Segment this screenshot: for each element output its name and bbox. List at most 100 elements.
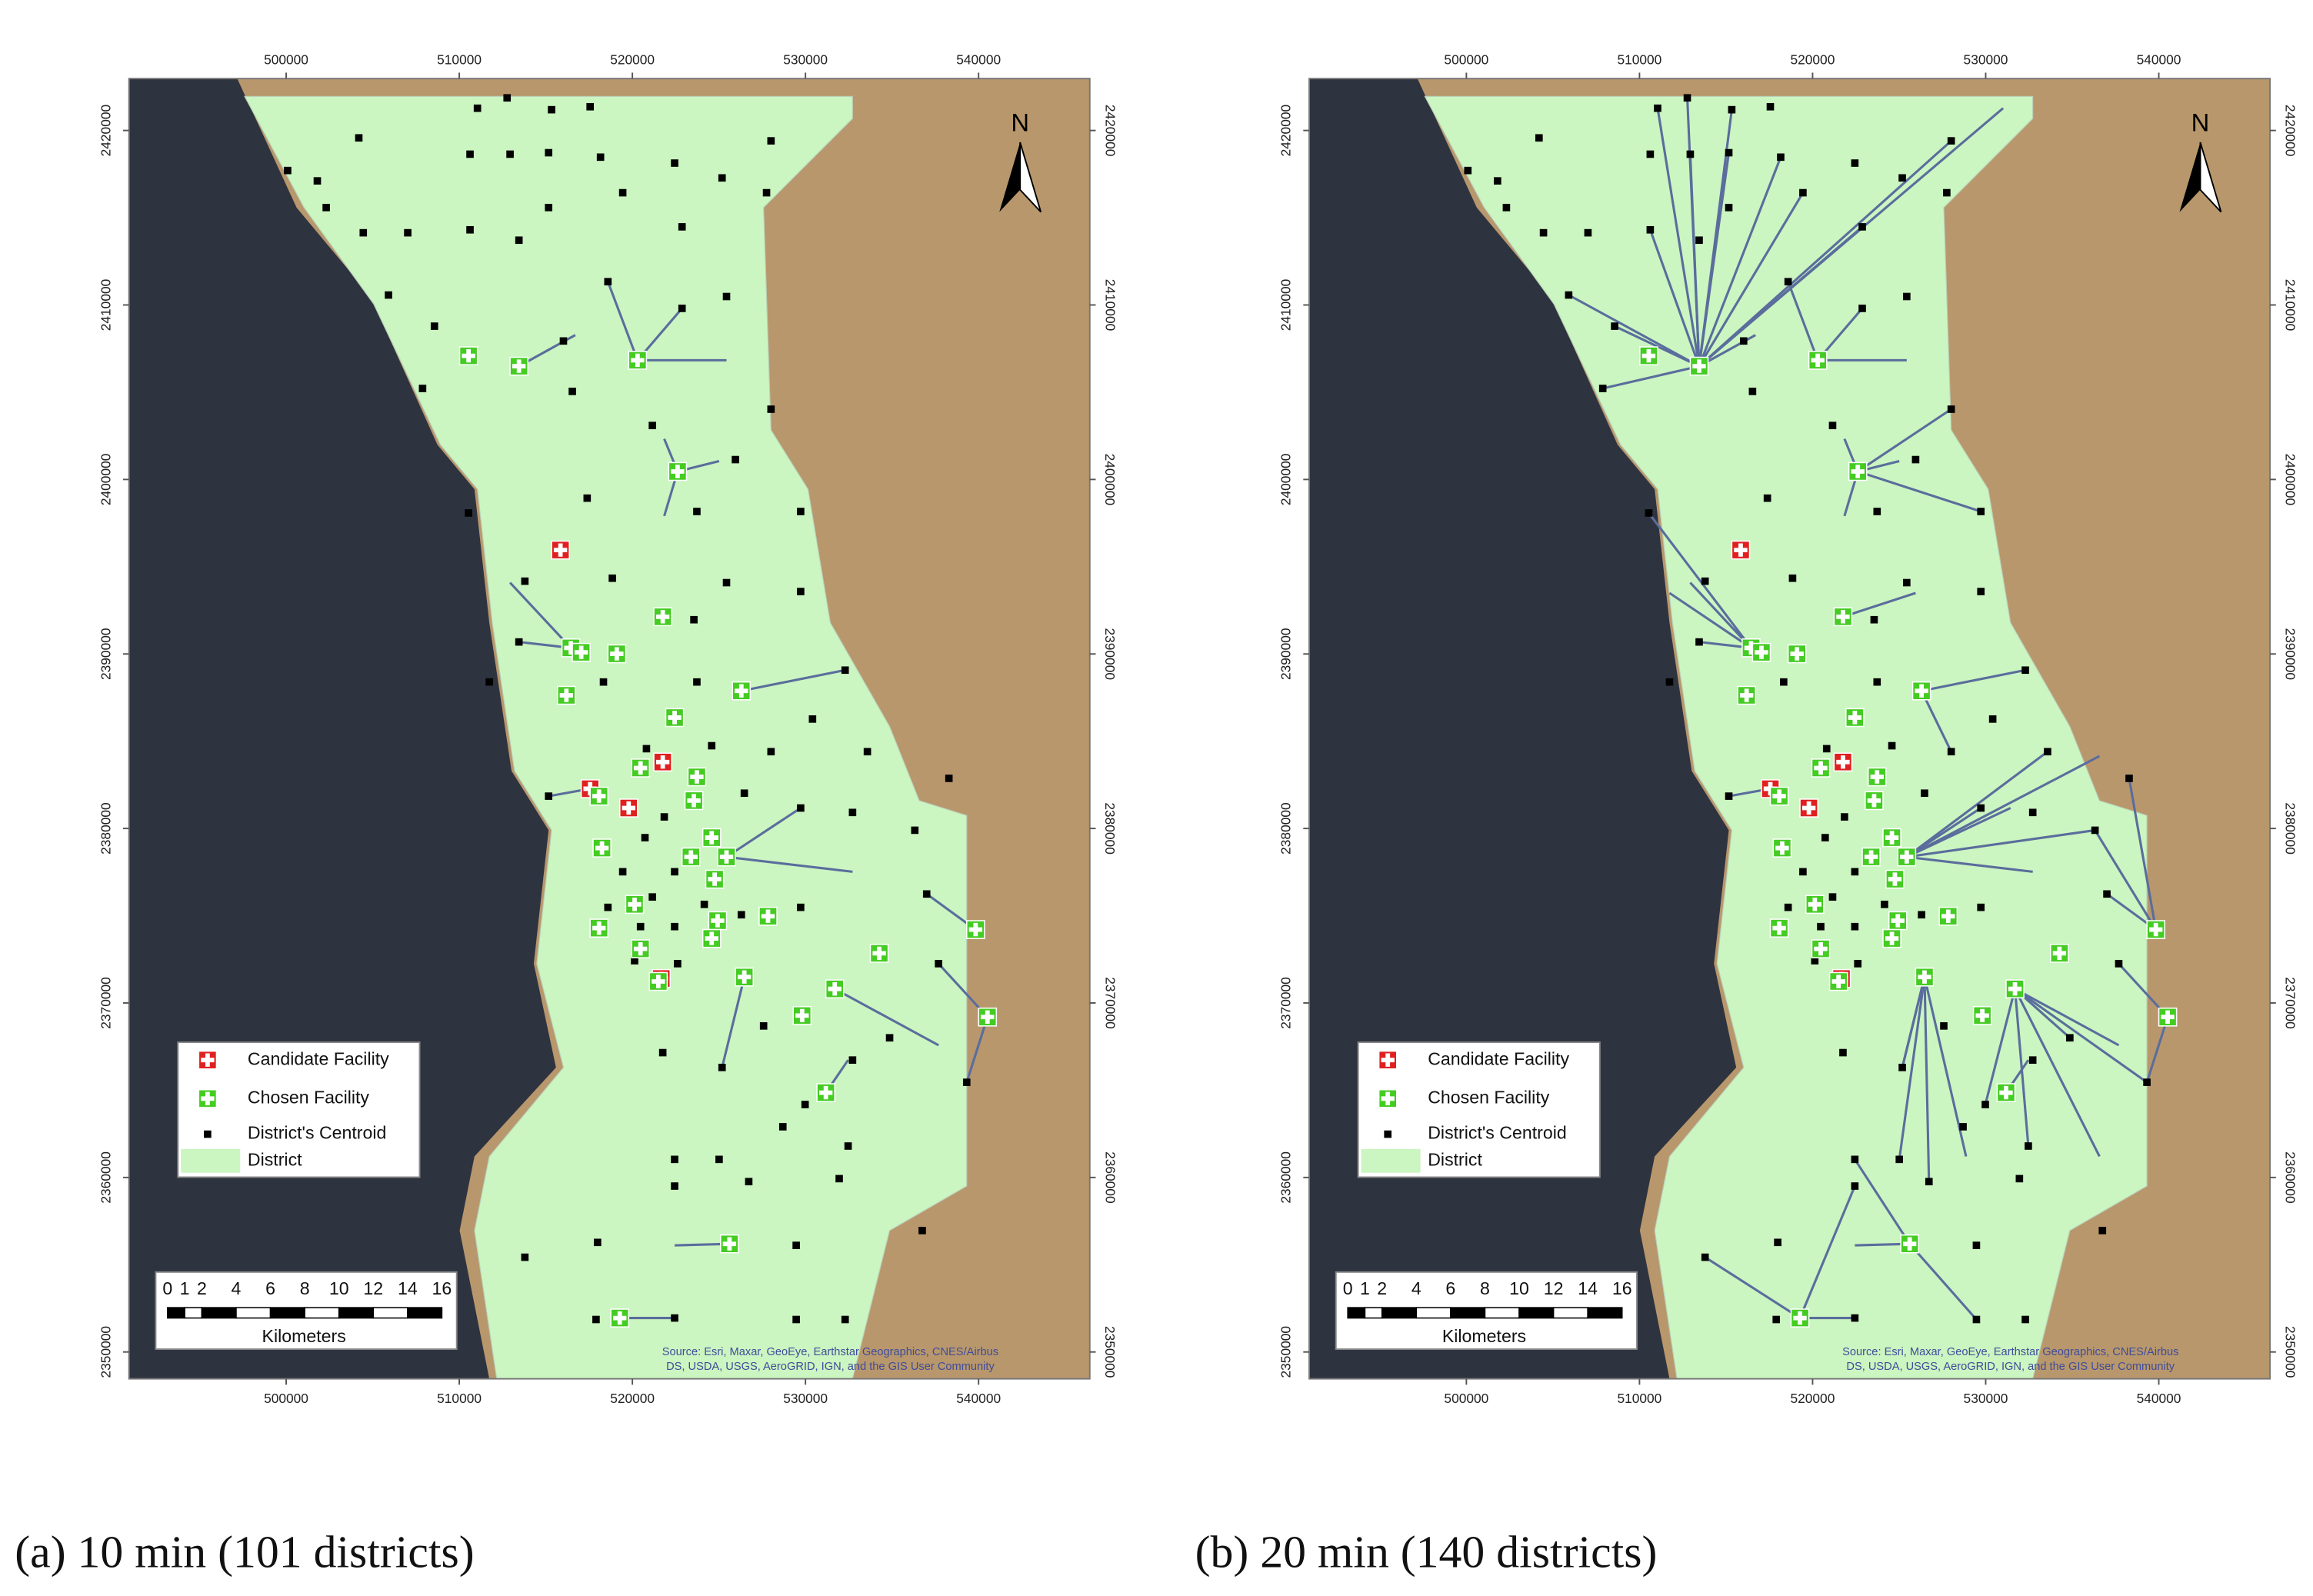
scale-label: 16	[432, 1278, 452, 1298]
scale-segment	[1381, 1307, 1418, 1319]
chosen-facility-cross	[628, 898, 642, 911]
centroid	[1921, 789, 1928, 798]
service-line	[1656, 108, 1701, 367]
scale-segment	[304, 1307, 340, 1319]
x-tick-label: 540000	[2137, 1391, 2181, 1406]
service-line	[2014, 988, 2120, 1047]
centroid	[962, 1078, 971, 1086]
centroid	[545, 148, 553, 157]
chosen-facility-cross	[1888, 872, 1902, 886]
centroid	[1851, 159, 1859, 167]
centroid	[1598, 385, 1607, 392]
y-tick-label: 2390000	[2283, 628, 2298, 680]
chosen-facility-cross	[1808, 898, 1822, 911]
scale-segment	[184, 1307, 203, 1319]
chosen-facility-cross	[1811, 353, 1825, 368]
centroid	[1940, 1022, 1948, 1030]
centroid	[583, 494, 592, 502]
centroid	[1646, 225, 1655, 234]
x-tick-label: 520000	[1791, 52, 1835, 68]
centroid	[835, 1175, 843, 1183]
centroid	[1977, 508, 1985, 515]
service-line	[965, 1016, 989, 1083]
chosen-facility-cross	[1772, 921, 1786, 935]
centroid	[918, 1227, 926, 1234]
scale-segment	[1364, 1307, 1383, 1319]
centroid	[1841, 813, 1848, 821]
centroid	[586, 102, 594, 111]
centroid	[593, 1238, 602, 1247]
centroid	[759, 1022, 768, 1030]
legend-chosen-symbol-cross	[201, 1091, 215, 1105]
centroid	[545, 204, 553, 212]
service-line	[1688, 154, 1701, 367]
centroid	[767, 748, 775, 756]
scale-label: 1	[180, 1278, 190, 1298]
scale-segment	[1347, 1307, 1366, 1319]
chosen-facility-cross	[1867, 794, 1881, 808]
centroid	[1858, 223, 1866, 231]
scale-label: 0	[162, 1278, 172, 1298]
chosen-facility-cross	[1975, 1008, 1989, 1023]
centroid	[1725, 204, 1733, 212]
service-line	[1923, 977, 1931, 1182]
x-tick-label: 540000	[956, 1391, 1001, 1406]
chosen-facility-cross	[684, 850, 698, 864]
centroid	[515, 638, 523, 646]
centroid	[559, 337, 568, 345]
chosen-facility-cross	[2008, 981, 2022, 996]
centroid	[1748, 388, 1757, 395]
service-line	[721, 976, 746, 1068]
service-line	[1698, 152, 1731, 367]
centroid	[1784, 278, 1792, 286]
legend-district-symbol	[181, 1148, 241, 1173]
centroid	[1943, 188, 1951, 197]
y-tick-label: 2390000	[1278, 628, 1294, 680]
scale-segment	[1518, 1307, 1555, 1319]
service-line	[1901, 976, 1926, 1068]
centroid	[1695, 236, 1703, 245]
scale-label: 0	[1343, 1278, 1353, 1298]
centroid	[1780, 678, 1788, 686]
centroid	[1701, 577, 1709, 585]
centroid	[1981, 1101, 1989, 1108]
service-line	[726, 855, 853, 873]
x-tick-label: 500000	[264, 1391, 308, 1406]
chosen-facility-cross	[592, 789, 606, 803]
chosen-facility-cross	[1851, 465, 1865, 478]
legend-label: District's Centroid	[248, 1123, 386, 1143]
scale-label: 16	[1612, 1278, 1632, 1298]
scale-label: 12	[1544, 1278, 1564, 1298]
centroid	[1774, 1238, 1781, 1247]
chosen-facility-cross	[708, 872, 722, 886]
chosen-facility-cross	[1755, 645, 1768, 659]
centroid	[466, 225, 474, 234]
centroid	[1654, 104, 1661, 112]
centroid	[1854, 960, 1862, 968]
centroid	[797, 508, 805, 515]
centroid	[671, 1314, 678, 1322]
service-line	[1842, 591, 1916, 618]
y-tick-label: 2350000	[1278, 1326, 1294, 1378]
scale-segment	[1450, 1307, 1486, 1319]
centroid	[1959, 1123, 1967, 1131]
service-line	[1698, 139, 1952, 368]
y-tick-label: 2360000	[1278, 1151, 1294, 1203]
y-tick-label: 2360000	[1102, 1151, 1118, 1203]
centroid	[658, 1048, 667, 1057]
centroid	[418, 385, 427, 392]
centroid	[568, 388, 576, 395]
legend-candidate-symbol-cross	[1381, 1053, 1395, 1067]
source-credit: Source: Esri, Maxar, GeoEye, Earthstar G…	[662, 1346, 998, 1358]
legend-label: District	[1428, 1149, 1482, 1169]
service-line	[1923, 976, 1968, 1157]
centroid	[1918, 911, 1925, 919]
centroid	[797, 804, 805, 812]
chosen-facility-cross	[512, 359, 526, 373]
map-frame	[128, 78, 1091, 1380]
centroid	[1821, 834, 1829, 841]
centroid	[1903, 578, 1911, 587]
scale-label: 2	[1377, 1278, 1387, 1298]
source-credit: DS, USDA, USGS, AeroGRID, IGN, and the G…	[1846, 1361, 2175, 1373]
chosen-facility-cross	[705, 831, 718, 845]
